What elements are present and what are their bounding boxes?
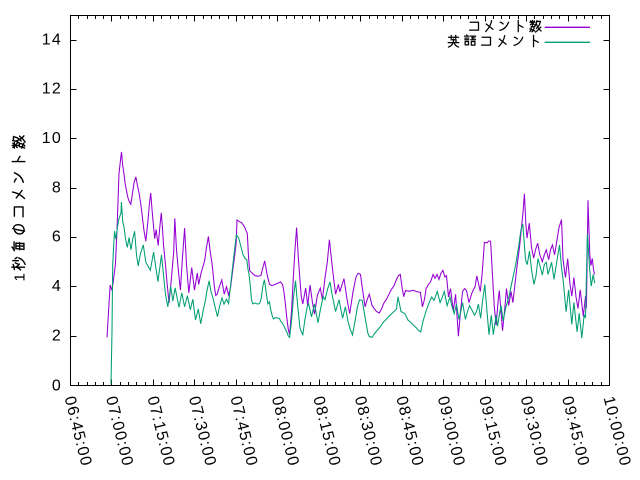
svg-text:10: 10 [42, 130, 62, 147]
svg-text:1: 1 [12, 273, 29, 281]
svg-text:4: 4 [52, 278, 62, 295]
svg-text:6: 6 [52, 229, 62, 246]
svg-text:0: 0 [52, 377, 62, 394]
svg-text:12: 12 [42, 81, 62, 98]
svg-text:2: 2 [52, 327, 62, 344]
svg-text:14: 14 [42, 31, 62, 48]
svg-text:8: 8 [52, 179, 62, 196]
